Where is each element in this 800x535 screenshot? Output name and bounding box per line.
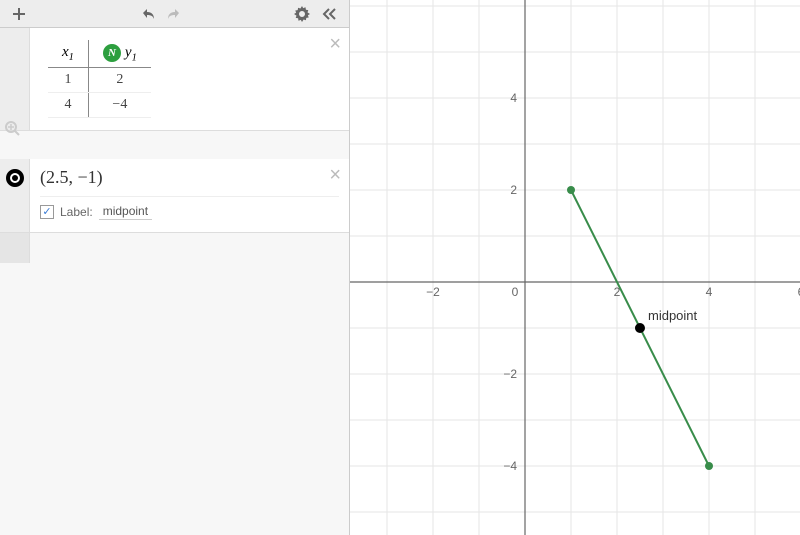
svg-text:4: 4 [510,91,517,105]
table-cell[interactable]: 2 [88,68,150,93]
column-options-badge[interactable]: N [103,44,121,62]
svg-text:−2: −2 [426,285,440,299]
label-input[interactable]: midpoint [99,203,152,220]
expression-table[interactable]: × x1 Ny1 1 2 [0,28,349,131]
svg-text:−4: −4 [503,459,517,473]
gear-icon [294,6,310,22]
undo-icon [140,7,156,21]
table-cell[interactable]: 1 [48,68,88,93]
point-coordinates[interactable]: (2.5, −1) [40,167,339,188]
expression-point[interactable]: × (2.5, −1) ✓ Label: midpoint [0,159,349,233]
plus-icon [12,7,26,21]
data-table[interactable]: x1 Ny1 1 2 4 −4 [48,40,151,118]
settings-button[interactable] [289,3,315,25]
expression-gutter [0,28,30,130]
svg-text:2: 2 [510,183,517,197]
expression-list: × x1 Ny1 1 2 [0,28,349,535]
zoom-icon [4,120,22,138]
delete-expression-button[interactable]: × [329,165,341,185]
collapse-panel-button[interactable] [317,3,343,25]
table-header-x[interactable]: x1 [48,40,88,68]
undo-button[interactable] [135,3,161,25]
point-style-button[interactable] [6,169,24,187]
label-row: ✓ Label: midpoint [40,196,339,220]
chevrons-left-icon [322,7,338,21]
svg-text:midpoint: midpoint [648,308,698,323]
table-cell[interactable]: −4 [88,93,150,118]
table-header-y[interactable]: Ny1 [88,40,150,68]
expression-gutter [0,159,30,232]
toolbar [0,0,349,28]
redo-button[interactable] [161,3,187,25]
table-cell[interactable]: 4 [48,93,88,118]
label-caption: Label: [60,205,93,219]
zoom-fit-button[interactable] [4,120,22,143]
table-row[interactable]: 4 −4 [48,93,151,118]
delete-expression-button[interactable]: × [329,34,341,54]
graph-canvas[interactable]: −20246−4−224midpoint [350,0,800,535]
svg-text:0: 0 [512,285,519,299]
svg-text:−2: −2 [503,367,517,381]
table-row[interactable]: 1 2 [48,68,151,93]
label-checkbox[interactable]: ✓ [40,205,54,219]
graph-area[interactable]: −20246−4−224midpoint [350,0,800,535]
add-expression-button[interactable] [6,3,32,25]
app-root: × x1 Ny1 1 2 [0,0,800,535]
redo-icon [166,7,182,21]
expression-blank[interactable] [0,233,349,263]
svg-text:4: 4 [706,285,713,299]
expression-panel: × x1 Ny1 1 2 [0,0,350,535]
